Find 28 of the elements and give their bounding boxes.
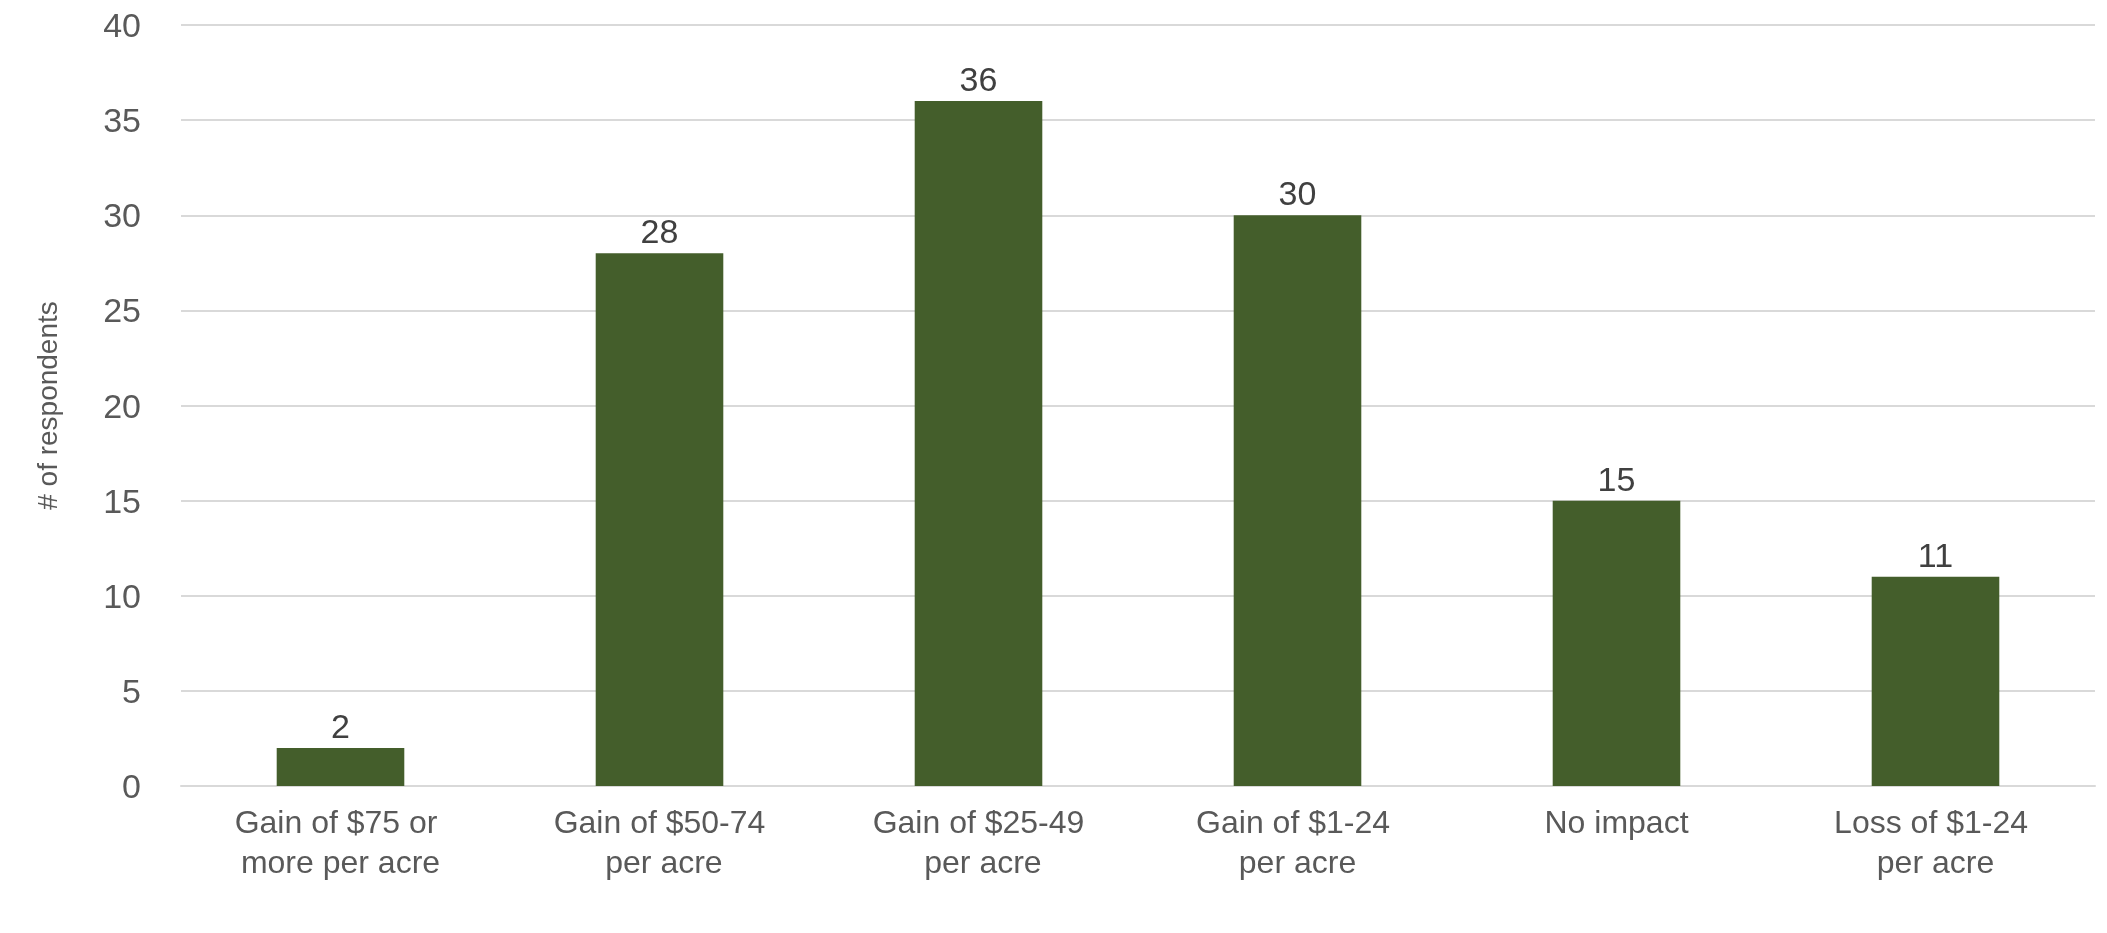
- y-tick-label: 25: [103, 291, 141, 330]
- data-label: 2: [331, 706, 350, 745]
- y-tick-label: 30: [103, 196, 141, 235]
- data-label: 11: [1917, 535, 1954, 574]
- data-label: 28: [640, 212, 679, 251]
- x-tick-label: Gain of $25-49 per acre: [872, 804, 1085, 880]
- y-tick-label: 20: [103, 386, 141, 425]
- x-tick-label: Gain of $1-24 per acre: [1196, 804, 1399, 880]
- x-tick-label: Gain of $75 or more per acre: [234, 804, 447, 880]
- y-tick-label: 40: [103, 6, 141, 44]
- y-tick-label: 15: [103, 481, 141, 520]
- bar: [276, 747, 405, 786]
- x-tick-label: Loss of $1-24 per acre: [1834, 804, 2037, 880]
- bar: [1552, 500, 1681, 786]
- x-tick-label: Gain of $50-74 per acre: [553, 804, 766, 880]
- y-axis-title: # of respondents: [31, 301, 63, 510]
- data-label: 30: [1278, 174, 1317, 213]
- y-tick-label: 5: [122, 671, 141, 710]
- bar: [595, 253, 724, 786]
- y-tick-label: 10: [103, 576, 141, 615]
- bar: [1871, 576, 2000, 786]
- bar: [1233, 215, 1362, 786]
- data-label: 36: [959, 60, 998, 99]
- y-tick-label: 35: [103, 101, 141, 140]
- data-label: 15: [1597, 459, 1636, 498]
- x-tick-label: No impact: [1544, 804, 1689, 840]
- bar: [914, 101, 1043, 786]
- y-tick-label: 0: [122, 767, 141, 805]
